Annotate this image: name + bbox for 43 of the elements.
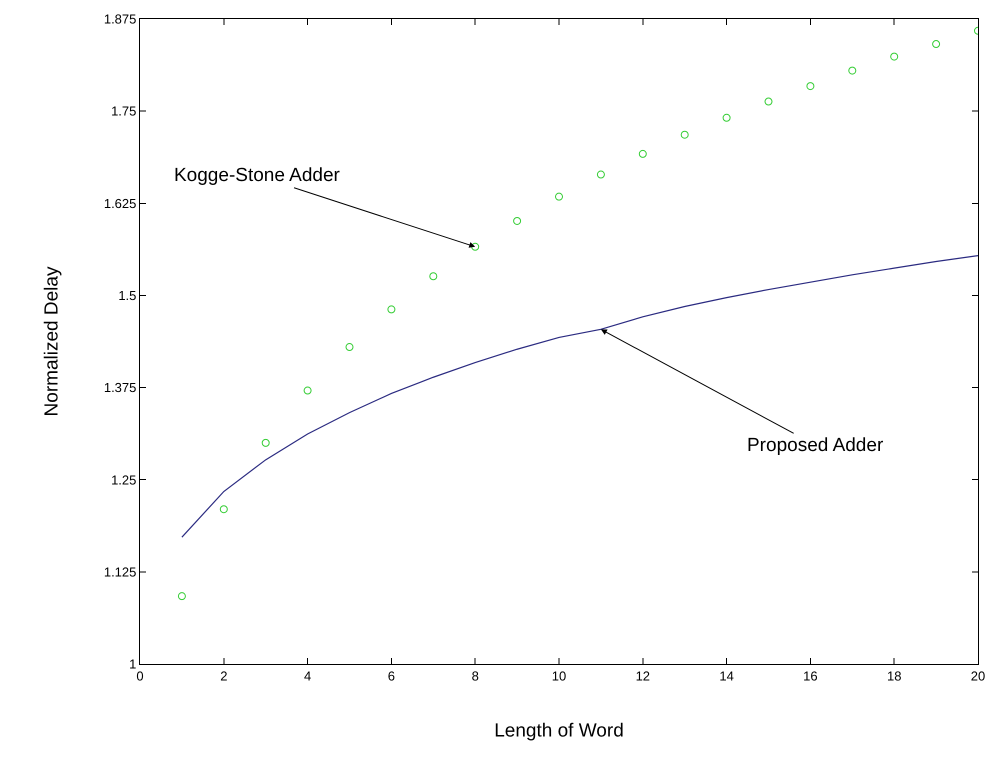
y-tick-label: 1.25 bbox=[111, 472, 136, 488]
x-tick-label: 12 bbox=[636, 668, 650, 684]
y-tick-label: 1 bbox=[129, 656, 136, 672]
x-tick-label: 14 bbox=[719, 668, 734, 684]
point bbox=[638, 150, 647, 158]
point bbox=[346, 343, 354, 352]
y-axis-title: Normalized Delay bbox=[42, 266, 63, 416]
x-tick-label: 4 bbox=[304, 668, 312, 684]
point bbox=[680, 130, 689, 139]
x-tick-label: 2 bbox=[220, 668, 228, 684]
x-tick-label: 6 bbox=[388, 668, 396, 684]
point bbox=[513, 216, 522, 225]
y-tick-label: 1.5 bbox=[118, 288, 136, 303]
point bbox=[848, 66, 856, 75]
point bbox=[304, 386, 312, 395]
point bbox=[471, 242, 480, 251]
x-tick-label: 10 bbox=[552, 668, 566, 684]
y-tick-label: 1.625 bbox=[104, 196, 136, 211]
point bbox=[596, 170, 605, 179]
point bbox=[555, 192, 563, 201]
y-tick-label: 1.75 bbox=[111, 104, 136, 119]
point bbox=[220, 505, 228, 514]
x-tick-label: 0 bbox=[136, 668, 144, 684]
y-tick-label: 1.875 bbox=[104, 12, 136, 27]
point bbox=[806, 82, 814, 90]
point bbox=[932, 40, 940, 48]
x-tick-label: 8 bbox=[472, 668, 479, 684]
annotation: Proposed Adder bbox=[747, 435, 884, 456]
x-tick-label: 16 bbox=[803, 668, 818, 684]
x-axis-title: Length of Word bbox=[494, 720, 624, 742]
point bbox=[178, 592, 186, 600]
y-tick-label: 1.125 bbox=[104, 564, 136, 580]
point bbox=[764, 98, 772, 106]
y-tick-label: 1.375 bbox=[104, 380, 136, 396]
point bbox=[262, 438, 270, 447]
line-series bbox=[181, 255, 978, 538]
x-tick-label: 20 bbox=[970, 668, 986, 684]
x-tick-label: 18 bbox=[886, 668, 902, 684]
point bbox=[722, 114, 731, 122]
point bbox=[890, 52, 898, 61]
point bbox=[387, 305, 396, 314]
annotation: Kogge-Stone Adder bbox=[174, 165, 341, 186]
point bbox=[429, 272, 438, 280]
